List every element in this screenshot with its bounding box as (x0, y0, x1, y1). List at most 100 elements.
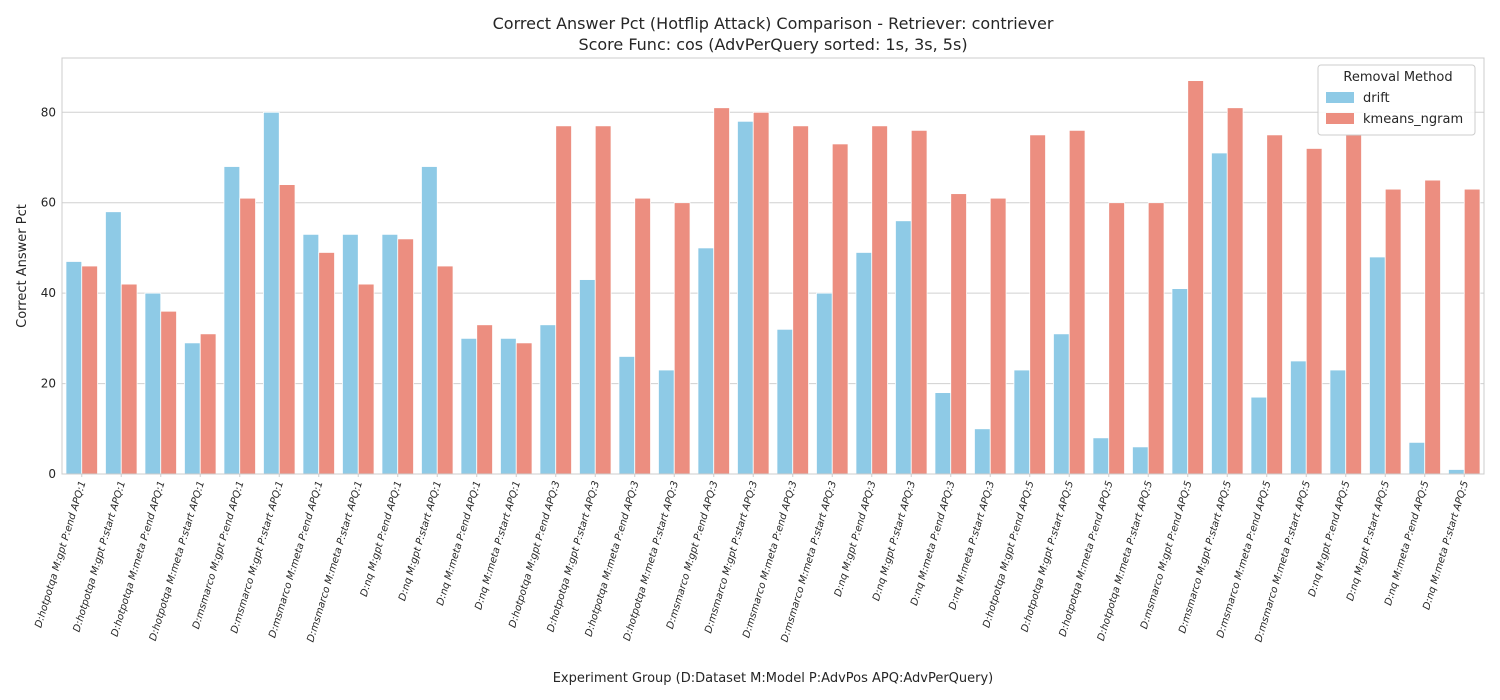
bar-drift (895, 220, 912, 475)
bar-kmeans-ngram (871, 125, 888, 475)
bar-kmeans-ngram (120, 283, 138, 475)
x-tick-label: D:nq M:meta P:start APQ:1 (473, 480, 523, 612)
bar-drift (737, 120, 754, 475)
chart-title-line-1: Correct Answer Pct (Hotflip Attack) Comp… (493, 14, 1054, 33)
y-tick-label: 40 (41, 286, 56, 300)
bar-drift (579, 279, 596, 475)
bar-drift (500, 337, 517, 475)
y-ticks: 0 20 40 60 80 (41, 105, 56, 481)
bar-drift (1171, 288, 1189, 475)
bar-kmeans-ngram (1266, 134, 1283, 475)
bar-drift (381, 233, 399, 475)
bar-kmeans-ngram (1384, 188, 1402, 475)
bar-drift (776, 328, 794, 475)
x-tick-label: D:nq M:gpt P:end APQ:1 (359, 480, 405, 598)
x-tick-label: D:nq M:meta P:start APQ:3 (947, 480, 997, 612)
bar-kmeans-ngram (357, 283, 375, 475)
bar-drift (144, 292, 162, 475)
y-tick-label: 80 (41, 105, 56, 119)
chart-title-line-2: Score Func: cos (AdvPerQuery sorted: 1s,… (578, 35, 967, 54)
bar-kmeans-ngram (318, 252, 335, 475)
bar-drift (1448, 469, 1465, 475)
bar-kmeans-ngram (160, 310, 177, 475)
bar-drift (1408, 441, 1426, 475)
bar-kmeans-ngram (594, 125, 612, 475)
x-axis-label: Experiment Group (D:Dataset M:Model P:Ad… (553, 671, 994, 686)
y-tick-label: 20 (41, 377, 56, 391)
bar-drift (1329, 369, 1347, 475)
bar-kmeans-ngram (792, 125, 809, 475)
bar-drift (1053, 333, 1070, 475)
bar-kmeans-ngram (81, 265, 98, 475)
legend: Removal Method drift kmeans_ngram (1317, 64, 1476, 136)
bar-drift (263, 111, 280, 475)
x-tick-label: D:nq M:meta P:end APQ:1 (435, 480, 483, 607)
x-tick-label: D:nq M:gpt P:start APQ:5 (1345, 480, 1392, 603)
legend-title: Removal Method (1343, 70, 1452, 85)
bar-kmeans-ngram (1424, 179, 1441, 475)
legend-label-kmeans-ngram: kmeans_ngram (1363, 112, 1463, 127)
bar-drift (1369, 256, 1386, 475)
bar-drift (618, 356, 636, 475)
bar-drift (934, 392, 952, 475)
bar-kmeans-ngram (199, 333, 217, 475)
bar-drift (539, 324, 557, 475)
bar-drift (1013, 369, 1031, 475)
x-tick-label: D:nq M:meta P:start APQ:5 (1421, 480, 1471, 612)
bar-kmeans-ngram (910, 129, 928, 475)
bar-kmeans-ngram (1463, 188, 1481, 475)
x-ticks: D:hotpotqa M:gpt P:end APQ:1D:hotpotqa M… (33, 474, 1471, 644)
bar-kmeans-ngram (831, 143, 849, 475)
legend-swatch-drift (1326, 92, 1354, 103)
bar-kmeans-ngram (436, 265, 454, 475)
bar-drift (658, 369, 675, 475)
bar-kmeans-ngram (1029, 134, 1046, 475)
bar-kmeans-ngram (634, 197, 651, 475)
legend-swatch-kmeans-ngram (1326, 113, 1354, 124)
bar-kmeans-ngram (1345, 134, 1362, 475)
y-tick-label: 60 (41, 196, 56, 210)
x-tick-label: D:nq M:gpt P:start APQ:1 (397, 480, 444, 603)
bar-kmeans-ngram (713, 107, 730, 475)
legend-label-drift: drift (1363, 91, 1390, 106)
bar-kmeans-ngram (673, 202, 691, 475)
bar-drift (855, 252, 873, 475)
bars (65, 80, 1481, 475)
x-tick-label: D:nq M:gpt P:start APQ:3 (871, 480, 918, 603)
bar-drift (184, 342, 201, 475)
bar-kmeans-ngram (397, 238, 414, 475)
bar-drift (342, 233, 359, 475)
x-tick-label: D:nq M:meta P:end APQ:3 (909, 480, 957, 607)
bar-kmeans-ngram (1187, 80, 1204, 475)
bar-drift (105, 211, 122, 475)
bar-drift (1132, 446, 1149, 475)
bar-drift (1211, 152, 1228, 475)
bar-drift (816, 292, 833, 475)
x-tick-label: D:nq M:gpt P:end APQ:3 (833, 480, 879, 598)
bar-drift (974, 428, 991, 475)
bar-drift (223, 166, 241, 475)
x-tick-label: D:nq M:meta P:end APQ:5 (1383, 480, 1431, 607)
y-axis-label: Correct Answer Pct (15, 204, 30, 328)
bar-kmeans-ngram (989, 197, 1007, 475)
bar-kmeans-ngram (1108, 202, 1125, 475)
bar-drift (1092, 437, 1110, 475)
bar-kmeans-ngram (1305, 148, 1323, 475)
bar-drift (1290, 360, 1307, 475)
plot-frame (61, 57, 1485, 475)
x-tick-label: D:nq M:gpt P:end APQ:5 (1307, 480, 1353, 598)
legend-box (1317, 64, 1476, 136)
bar-drift (460, 337, 478, 475)
y-tick-label: 0 (48, 467, 56, 481)
bar-drift (302, 233, 320, 475)
bar-kmeans-ngram (1226, 107, 1244, 475)
bar-kmeans-ngram (239, 197, 256, 475)
bar-drift (421, 166, 438, 475)
bar-kmeans-ngram (555, 125, 572, 475)
bar-kmeans-ngram (1147, 202, 1165, 475)
bar-drift (697, 247, 715, 475)
bar-kmeans-ngram (476, 324, 493, 475)
bar-drift (65, 261, 83, 475)
bar-kmeans-ngram (1068, 129, 1086, 475)
